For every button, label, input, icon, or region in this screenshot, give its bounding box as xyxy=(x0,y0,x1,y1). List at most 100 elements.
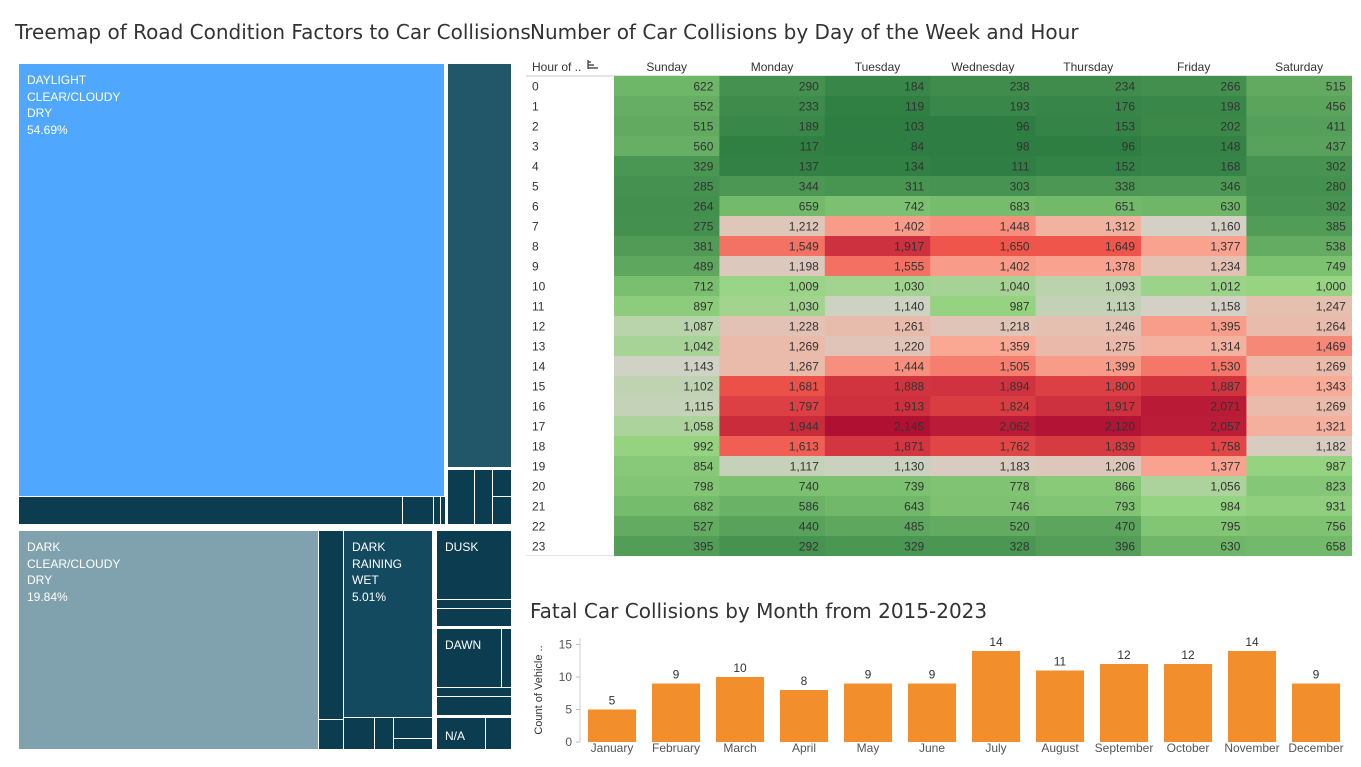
heatmap-cell[interactable] xyxy=(824,336,931,357)
heatmap-cell[interactable] xyxy=(1141,136,1247,157)
heatmap-cell[interactable] xyxy=(614,216,720,237)
treemap-cell-dusk[interactable]: DUSK xyxy=(436,530,512,600)
heatmap-cell[interactable] xyxy=(1035,396,1142,417)
heatmap-cell[interactable] xyxy=(614,396,720,417)
heatmap-cell[interactable] xyxy=(930,516,1037,537)
heatmap-cell[interactable] xyxy=(614,476,720,497)
heatmap-cell[interactable] xyxy=(1246,516,1352,537)
heatmap-cell[interactable] xyxy=(614,116,720,137)
heatmap-cell[interactable] xyxy=(1035,176,1142,197)
heatmap-cell[interactable] xyxy=(930,296,1037,317)
heatmap-cell[interactable] xyxy=(930,276,1037,297)
heatmap-cell[interactable] xyxy=(1246,256,1352,277)
heatmap-cell[interactable] xyxy=(1035,156,1142,177)
heatmap-cell[interactable] xyxy=(824,196,931,217)
heatmap-cell[interactable] xyxy=(719,376,826,397)
heatmap-cell[interactable] xyxy=(1141,336,1247,357)
heatmap-cell[interactable] xyxy=(1246,316,1352,337)
treemap-cell-daylight-other-a[interactable] xyxy=(447,63,512,468)
treemap-cell-daylight-other-h[interactable] xyxy=(492,469,512,497)
treemap-cell-daylight-other-f[interactable] xyxy=(447,469,475,525)
heatmap-cell[interactable] xyxy=(1141,216,1247,237)
heatmap-cell[interactable] xyxy=(1246,416,1352,437)
heatmap-cell[interactable] xyxy=(1246,436,1352,457)
bar[interactable] xyxy=(972,651,1020,742)
heatmap-cell[interactable] xyxy=(1035,276,1142,297)
heatmap-cell[interactable] xyxy=(719,476,826,497)
heatmap-cell[interactable] xyxy=(1246,356,1352,377)
heatmap-cell[interactable] xyxy=(614,336,720,357)
heatmap-cell[interactable] xyxy=(1035,496,1142,517)
heatmap-cell[interactable] xyxy=(1141,236,1247,257)
bar[interactable] xyxy=(1164,664,1212,742)
heatmap-cell[interactable] xyxy=(1035,336,1142,357)
heatmap-cell[interactable] xyxy=(1141,296,1247,317)
bar[interactable] xyxy=(652,683,700,743)
heatmap-cell[interactable] xyxy=(824,316,931,337)
heatmap-cell[interactable] xyxy=(930,116,1037,137)
heatmap-cell[interactable] xyxy=(930,416,1037,437)
heatmap-cell[interactable] xyxy=(1035,216,1142,237)
heatmap-cell[interactable] xyxy=(824,496,931,517)
heatmap-cell[interactable] xyxy=(1141,256,1247,277)
heatmap-cell[interactable] xyxy=(1246,456,1352,477)
heatmap-cell[interactable] xyxy=(614,416,720,437)
treemap-cell-dawn[interactable]: DAWN xyxy=(436,628,502,688)
heatmap-cell[interactable] xyxy=(1141,516,1247,537)
heatmap-cell[interactable] xyxy=(1141,376,1247,397)
bar[interactable] xyxy=(716,677,764,742)
heatmap-cell[interactable] xyxy=(1141,176,1247,197)
heatmap-cell[interactable] xyxy=(824,376,931,397)
heatmap-cell[interactable] xyxy=(614,376,720,397)
treemap-cell-dark-small-d[interactable] xyxy=(393,738,433,750)
heatmap-cell[interactable] xyxy=(1035,456,1142,477)
heatmap-cell[interactable] xyxy=(1246,136,1352,157)
heatmap-cell[interactable] xyxy=(930,96,1037,117)
heatmap-cell[interactable] xyxy=(614,236,720,257)
heatmap-cell[interactable] xyxy=(614,276,720,297)
heatmap-cell[interactable] xyxy=(930,396,1037,417)
heatmap-cell[interactable] xyxy=(1035,316,1142,337)
heatmap-cell[interactable] xyxy=(824,236,931,257)
heatmap-cell[interactable] xyxy=(1141,156,1247,177)
heatmap-cell[interactable] xyxy=(1246,336,1352,357)
heatmap-cell[interactable] xyxy=(1141,316,1247,337)
heatmap-cell[interactable] xyxy=(719,216,826,237)
treemap-cell-daylight-other-e[interactable] xyxy=(440,496,446,525)
heatmap-cell[interactable] xyxy=(1035,516,1142,537)
heatmap-cell[interactable] xyxy=(1246,536,1352,556)
heatmap-cell[interactable] xyxy=(1035,376,1142,397)
heatmap-cell[interactable] xyxy=(1141,116,1247,137)
heatmap-cell[interactable] xyxy=(930,536,1037,556)
heatmap-cell[interactable] xyxy=(1141,416,1247,437)
heatmap-cell[interactable] xyxy=(1035,436,1142,457)
heatmap-cell[interactable] xyxy=(1246,176,1352,197)
heatmap-cell[interactable] xyxy=(930,236,1037,257)
heatmap-cell[interactable] xyxy=(930,336,1037,357)
heatmap-cell[interactable] xyxy=(1141,456,1247,477)
heatmap-cell[interactable] xyxy=(1141,436,1247,457)
heatmap-cell[interactable] xyxy=(614,316,720,337)
heatmap-cell[interactable] xyxy=(824,156,931,177)
treemap-cell-dusk-c[interactable] xyxy=(436,608,512,627)
heatmap-cell[interactable] xyxy=(1035,416,1142,437)
treemap-cell-dark-small-c[interactable] xyxy=(393,717,433,739)
heatmap-cell[interactable] xyxy=(1246,376,1352,397)
heatmap-cell[interactable] xyxy=(614,136,720,157)
heatmap-row-header[interactable]: Hour of .. xyxy=(532,60,581,74)
heatmap-cell[interactable] xyxy=(824,216,931,237)
treemap-cell-daylight-other-g[interactable] xyxy=(474,469,493,525)
bar[interactable] xyxy=(1100,664,1148,742)
heatmap-cell[interactable] xyxy=(719,76,826,97)
heatmap-cell[interactable] xyxy=(1035,236,1142,257)
heatmap-cell[interactable] xyxy=(1035,136,1142,157)
heatmap-cell[interactable] xyxy=(1035,536,1142,556)
bar[interactable] xyxy=(1228,651,1276,742)
heatmap-cell[interactable] xyxy=(719,496,826,517)
heatmap-cell[interactable] xyxy=(930,216,1037,237)
heatmap-cell[interactable] xyxy=(719,96,826,117)
heatmap-cell[interactable] xyxy=(614,256,720,277)
heatmap-cell[interactable] xyxy=(824,516,931,537)
heatmap-cell[interactable] xyxy=(1246,216,1352,237)
heatmap-cell[interactable] xyxy=(1246,76,1352,97)
